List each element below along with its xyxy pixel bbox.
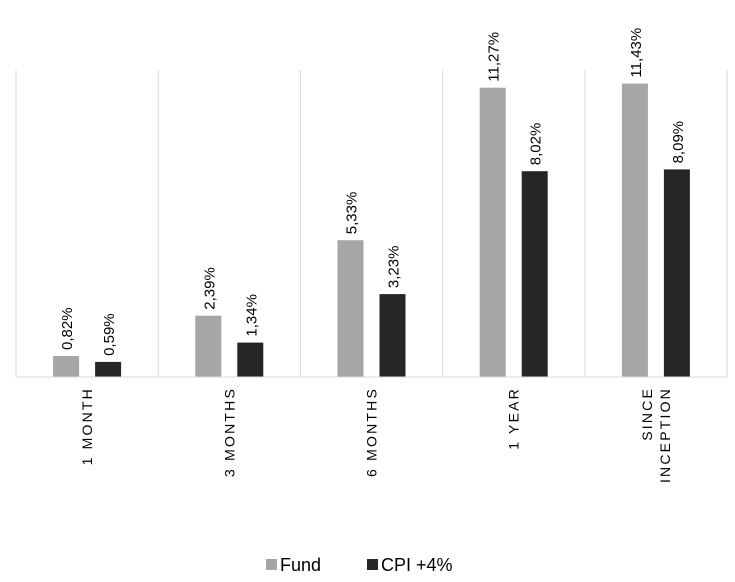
category-label: 3 MONTHS [221,387,237,477]
category-label: 1 YEAR [506,387,522,450]
data-label: 8,09% [670,121,687,164]
legend-label: Fund [280,555,321,575]
data-labels-group: 0,82% 0,59% 2,39% 1,34% 5,33% 3,23% 11,27% 8,02… [59,28,687,356]
category-label: 1 MONTH [79,387,95,465]
category-labels-group: 1 MONTH 3 MONTHS 6 MONTHS 1 YEAR SINCE INCEPT… [79,387,673,483]
data-label: 0,59% [101,313,118,356]
bar-cpi-4 [95,361,122,377]
bar-fund [621,83,648,377]
legend-label: CPI +4% [381,555,453,575]
bar-fund [337,240,364,377]
bar-fund [195,315,222,377]
category-label: SINCE [639,387,655,441]
bar-cpi-4 [237,342,264,377]
data-label: 1,34% [243,294,260,337]
legend: Fund CPI +4% [266,555,453,575]
bar-cpi-4 [521,171,548,377]
bar-cpi-4 [379,294,406,377]
data-label: 11,27% [486,32,503,82]
bars-group [53,83,690,377]
data-label: 0,82% [59,307,76,350]
bar-fund [53,356,80,377]
data-label: 11,43% [628,28,645,78]
legend-swatch [367,559,378,570]
bar-fund [479,87,506,377]
data-label: 3,23% [386,246,403,289]
gridlines [15,70,728,377]
data-label: 5,33% [344,192,361,235]
legend-swatch [266,559,277,570]
category-label: INCEPTION [657,387,673,483]
bar-cpi-4 [663,169,690,377]
data-label: 8,02% [528,123,545,166]
data-label: 2,39% [201,267,218,310]
category-label: 6 MONTHS [364,387,380,477]
